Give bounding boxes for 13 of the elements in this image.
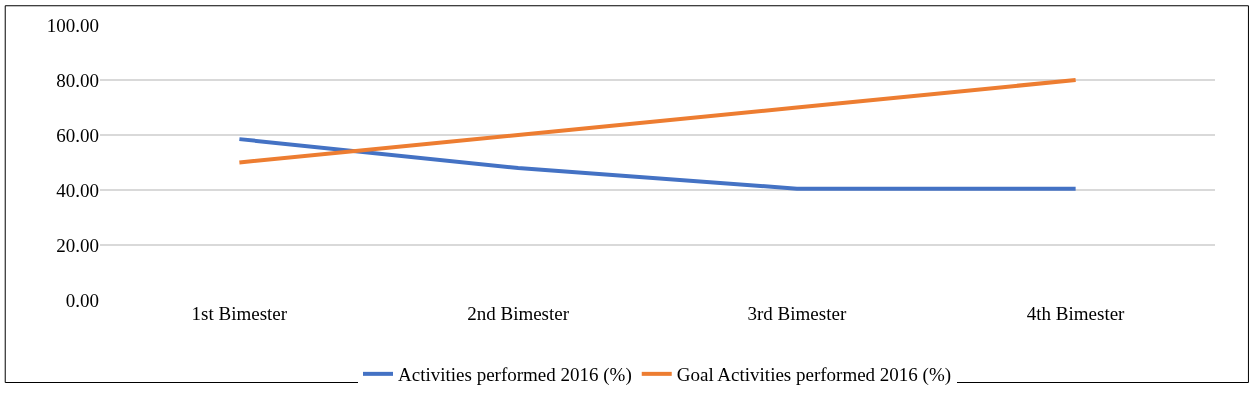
y-tick-label: 40.00: [56, 179, 99, 201]
legend-label: Goal Activities performed 2016 (%): [676, 364, 952, 387]
x-tick-label: 3rd Bimester: [747, 303, 847, 324]
x-tick-label: 4th Bimester: [1026, 303, 1126, 324]
y-tick-label: 20.00: [56, 234, 99, 256]
line-series: [237, 78, 1078, 165]
x-tick-label: 2nd Bimester: [467, 303, 570, 324]
y-tick-label: 80.00: [56, 69, 99, 91]
y-tick-label: 60.00: [56, 124, 99, 146]
y-tick-label: 0.00: [65, 289, 99, 311]
y-tick-label: 100.00: [46, 14, 99, 36]
x-tick-label: 1st Bimester: [191, 303, 288, 324]
legend-label: Activities performed 2016 (%): [398, 364, 632, 387]
